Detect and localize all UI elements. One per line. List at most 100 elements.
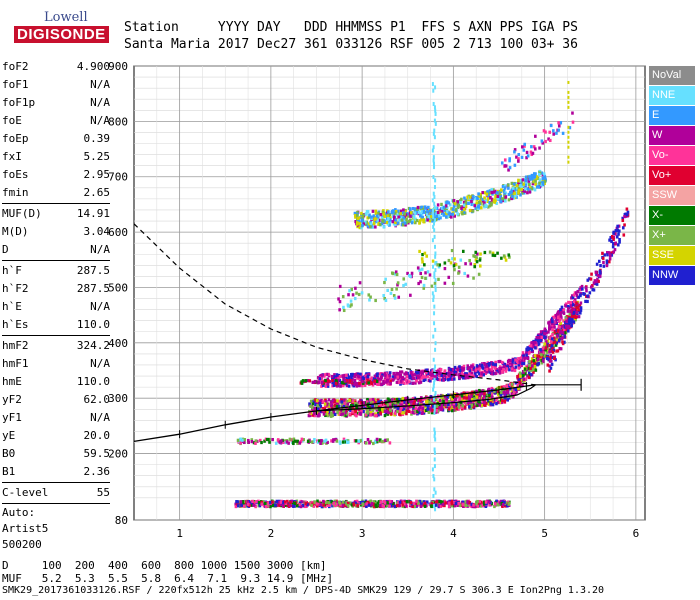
echo-point bbox=[399, 413, 402, 417]
param-divider bbox=[2, 482, 110, 483]
echo-point bbox=[334, 377, 338, 381]
echo-point bbox=[351, 399, 355, 403]
param-value: 55 bbox=[96, 486, 110, 499]
echo-point bbox=[408, 374, 412, 378]
echo-point bbox=[341, 295, 345, 299]
echo-point bbox=[277, 500, 281, 504]
echo-point bbox=[370, 502, 374, 506]
echo-point bbox=[390, 287, 394, 292]
echo-point bbox=[366, 500, 369, 504]
echo-point bbox=[357, 403, 360, 407]
echo-point bbox=[521, 178, 525, 182]
legend-item: SSE bbox=[649, 246, 695, 265]
echo-point bbox=[481, 503, 484, 507]
param-value: 287.5 bbox=[76, 282, 110, 295]
echo-point bbox=[376, 375, 380, 379]
echo-point bbox=[358, 400, 361, 404]
echo-point bbox=[535, 177, 538, 181]
echo-point bbox=[623, 223, 626, 227]
echo-point bbox=[462, 376, 465, 380]
echo-point bbox=[458, 395, 462, 399]
echo-point bbox=[386, 438, 389, 442]
echo-point bbox=[520, 372, 524, 376]
echo-point bbox=[395, 380, 399, 384]
echo-point bbox=[434, 437, 437, 442]
echo-point bbox=[475, 201, 479, 205]
echo-point bbox=[286, 503, 289, 507]
echo-point bbox=[258, 438, 262, 443]
echo-point bbox=[524, 377, 528, 381]
echo-point bbox=[330, 400, 333, 404]
echo-point bbox=[483, 363, 487, 367]
echo-point bbox=[436, 203, 440, 207]
echo-point bbox=[564, 302, 568, 306]
echo-point bbox=[530, 145, 533, 149]
echo-point bbox=[579, 306, 583, 310]
echo-point bbox=[320, 378, 323, 382]
echo-point bbox=[454, 208, 458, 212]
echo-point bbox=[338, 441, 342, 445]
echo-point bbox=[391, 210, 395, 214]
echo-point bbox=[546, 363, 550, 367]
echo-point bbox=[458, 376, 461, 380]
echo-point bbox=[442, 399, 445, 404]
echo-point bbox=[430, 401, 434, 405]
echo-point bbox=[293, 439, 297, 443]
echo-point bbox=[322, 380, 326, 384]
echo-point bbox=[515, 359, 519, 364]
echo-point bbox=[541, 176, 545, 180]
echo-point bbox=[473, 504, 477, 508]
echo-point bbox=[309, 404, 312, 408]
echo-point bbox=[342, 437, 346, 441]
echo-point bbox=[499, 393, 503, 397]
echo-point bbox=[374, 413, 378, 418]
echo-point bbox=[377, 405, 381, 409]
echo-point bbox=[402, 216, 405, 220]
echo-point bbox=[395, 371, 398, 376]
echo-point bbox=[452, 264, 456, 268]
echo-point bbox=[551, 350, 555, 354]
param-group-2: MUF(D) 14.91 M(D) 3.04 D N/A bbox=[2, 205, 110, 259]
echo-point bbox=[570, 314, 574, 318]
echo-point bbox=[431, 259, 435, 263]
echo-point bbox=[446, 405, 450, 409]
echo-point bbox=[383, 280, 386, 285]
echo-point bbox=[514, 358, 517, 362]
echo-point bbox=[541, 346, 545, 350]
echo-point bbox=[332, 375, 335, 379]
echo-point bbox=[428, 273, 432, 277]
echo-point bbox=[522, 378, 526, 382]
echo-point bbox=[388, 499, 392, 504]
echo-point bbox=[433, 381, 436, 386]
echo-point bbox=[324, 409, 327, 413]
echo-point bbox=[327, 501, 331, 505]
echo-point bbox=[390, 500, 394, 504]
echo-point bbox=[448, 203, 452, 207]
echo-point bbox=[434, 108, 437, 113]
echo-point bbox=[616, 243, 620, 247]
echo-point bbox=[357, 218, 360, 223]
echo-point bbox=[517, 186, 521, 190]
echo-point bbox=[433, 427, 436, 432]
echo-point bbox=[388, 371, 392, 375]
echo-point bbox=[530, 348, 534, 352]
y-tick-label: 700 bbox=[108, 171, 128, 184]
echo-point bbox=[414, 221, 417, 225]
param-row: MUF(D) 14.91 bbox=[2, 205, 110, 223]
echo-point bbox=[534, 341, 537, 345]
legend-item: X+ bbox=[649, 226, 695, 245]
echo-point bbox=[601, 256, 605, 260]
echo-point bbox=[408, 209, 412, 213]
echo-point bbox=[547, 330, 550, 334]
echo-point bbox=[488, 200, 491, 205]
echo-point bbox=[520, 361, 524, 365]
echo-point bbox=[432, 145, 435, 150]
echo-point bbox=[514, 365, 518, 369]
echo-point bbox=[433, 377, 436, 382]
echo-point bbox=[422, 374, 425, 378]
echo-point bbox=[374, 503, 378, 507]
echo-point bbox=[559, 331, 562, 335]
echo-point bbox=[510, 181, 514, 185]
echo-point bbox=[338, 375, 342, 379]
echo-point bbox=[559, 347, 563, 351]
